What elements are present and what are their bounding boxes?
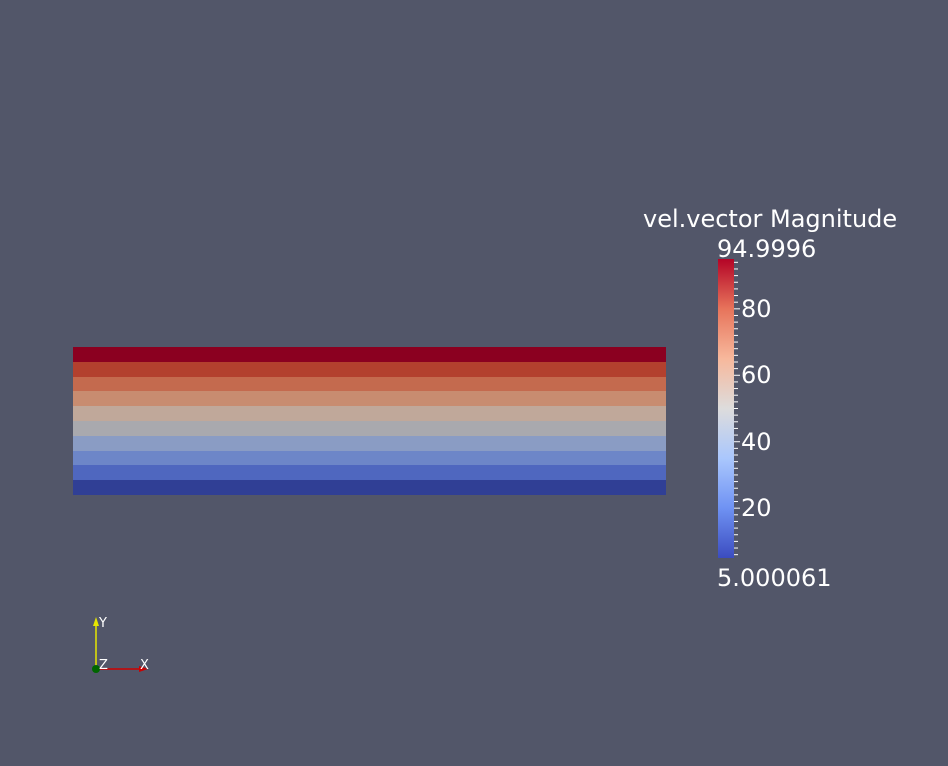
colorbar-tick-label: 80 [741, 294, 772, 323]
slab-band [73, 406, 666, 421]
colorbar-tick-label: 20 [741, 494, 772, 523]
colorbar-tick-label: 40 [741, 427, 772, 456]
orientation-axes: Y Z X [92, 616, 149, 673]
slab-band [73, 420, 666, 436]
x-axis-arrow-icon [139, 666, 148, 672]
y-axis-arrow-icon [93, 617, 99, 626]
slab-band [73, 361, 666, 377]
colorbar-max-label: 94.9996 [717, 235, 817, 263]
colorbar-gradient [718, 259, 734, 558]
colorbar-tick-label: 60 [741, 361, 772, 390]
x-axis-label: X [140, 658, 149, 673]
colorbar-ticks [734, 261, 740, 556]
z-axis-label: Z [99, 658, 108, 673]
colorbar-title: vel.vector Magnitude [643, 205, 898, 233]
slab-band [73, 435, 666, 451]
slab-band [73, 347, 666, 362]
slab-band [73, 450, 666, 466]
y-axis-label: Y [98, 616, 107, 631]
slab-band [73, 465, 666, 481]
z-axis-dot-icon [92, 665, 100, 673]
colorbar-min-label: 5.000061 [717, 564, 832, 592]
slab-band [73, 480, 666, 495]
slab-band [73, 391, 666, 407]
velocity-slab [73, 347, 666, 495]
slab-band [73, 376, 666, 392]
